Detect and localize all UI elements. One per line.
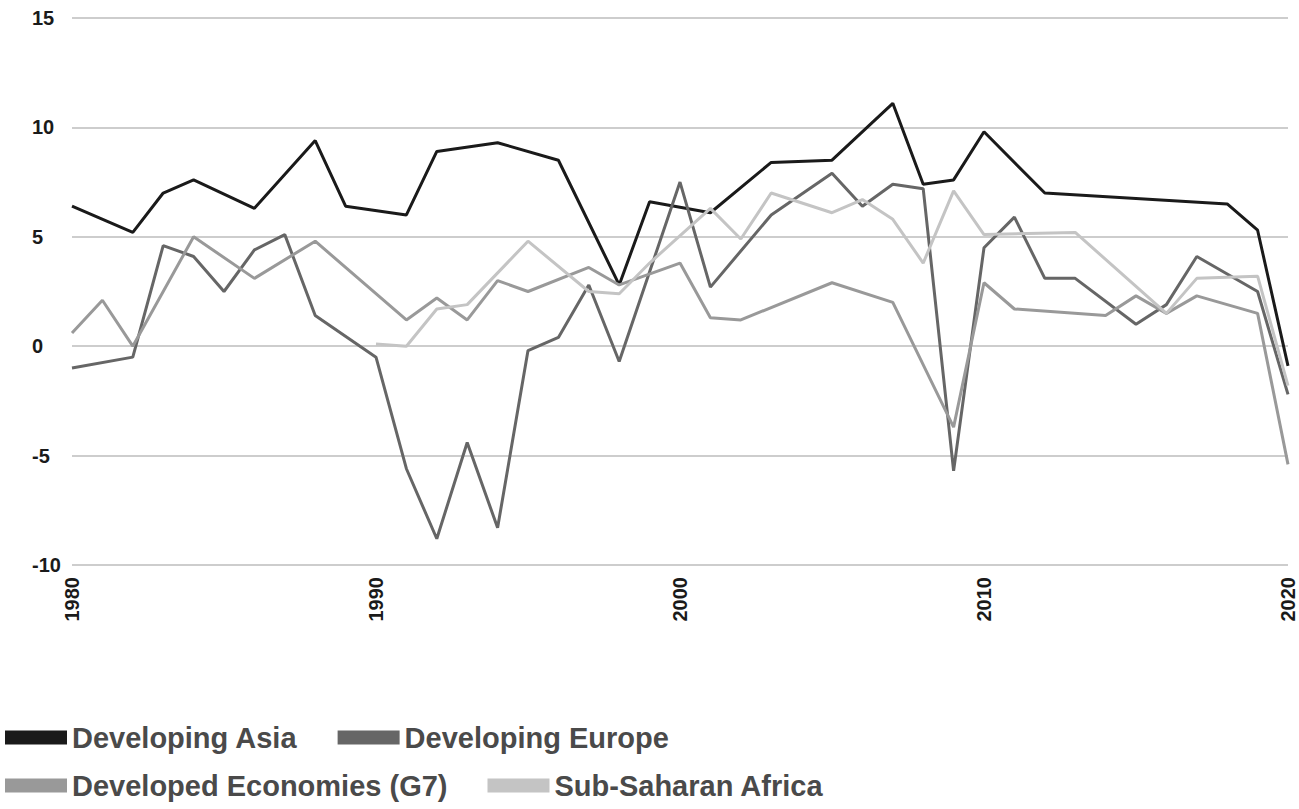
svg-text:Developing Europe: Developing Europe: [405, 722, 669, 754]
svg-text:0: 0: [32, 335, 43, 357]
svg-text:15: 15: [32, 7, 54, 29]
svg-text:2020: 2020: [1277, 577, 1299, 622]
svg-text:Developed Economies (G7): Developed Economies (G7): [72, 770, 448, 802]
svg-text:1980: 1980: [61, 577, 83, 622]
svg-text:10: 10: [32, 116, 54, 138]
svg-text:2010: 2010: [973, 577, 995, 622]
svg-text:1990: 1990: [365, 577, 387, 622]
svg-text:-5: -5: [32, 445, 50, 467]
svg-text:Developing Asia: Developing Asia: [72, 722, 297, 754]
svg-text:5: 5: [32, 226, 43, 248]
svg-text:2000: 2000: [669, 577, 691, 622]
svg-text:-10: -10: [32, 554, 61, 576]
svg-text:Sub-Saharan Africa: Sub-Saharan Africa: [554, 770, 823, 802]
